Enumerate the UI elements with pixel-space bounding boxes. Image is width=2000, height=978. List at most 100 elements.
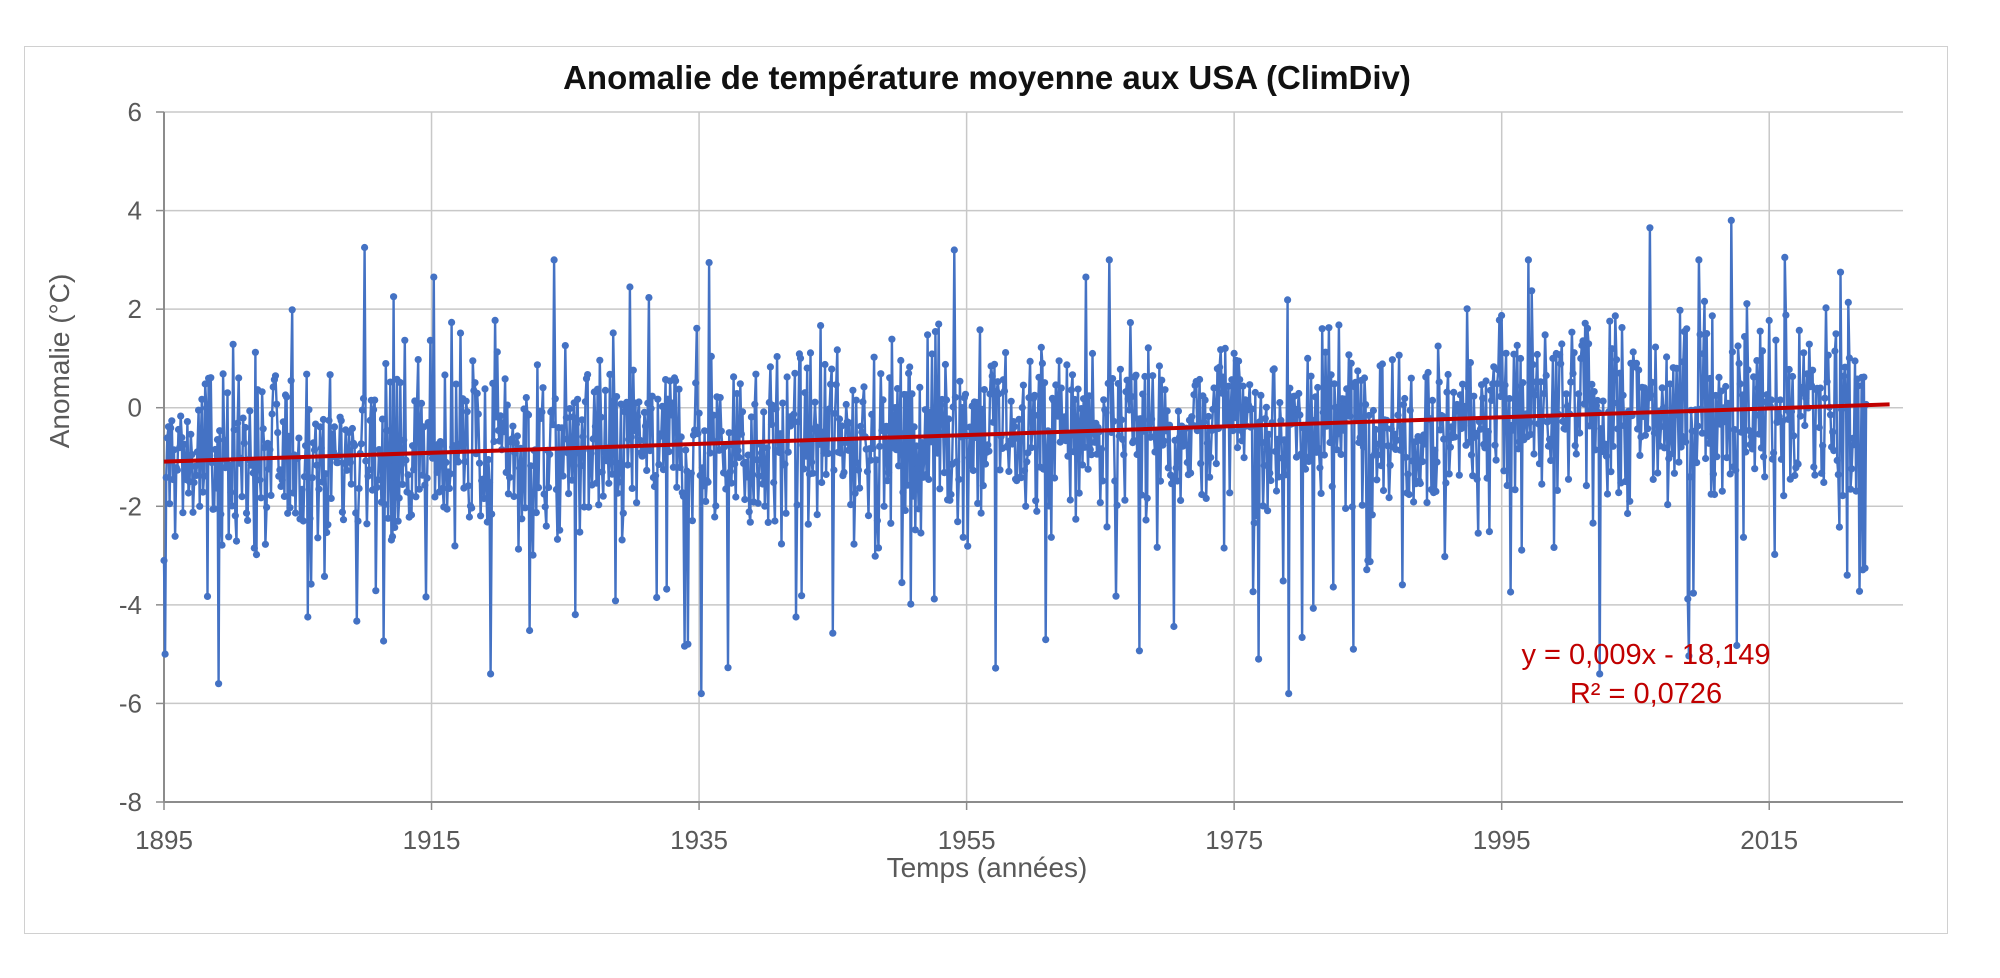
- data-point: [854, 466, 863, 474]
- data-point: [537, 414, 545, 422]
- data-point: [811, 398, 819, 406]
- data-point: [1569, 369, 1577, 378]
- data-point: [519, 479, 527, 487]
- data-point: [1700, 297, 1709, 305]
- data-point: [1736, 380, 1744, 388]
- data-point: [1212, 460, 1220, 468]
- data-point: [851, 489, 859, 497]
- data-point: [1188, 413, 1196, 421]
- data-point: [522, 394, 530, 402]
- data-point: [1816, 384, 1824, 392]
- data-point: [1301, 465, 1310, 473]
- data-point: [1450, 388, 1458, 396]
- data-point: [215, 680, 223, 688]
- data-point: [1076, 422, 1084, 430]
- data-point: [976, 326, 984, 334]
- data-point: [1570, 349, 1578, 357]
- data-point: [228, 502, 236, 510]
- data-point: [1365, 411, 1373, 420]
- data-point: [1556, 351, 1564, 359]
- data-point: [227, 488, 235, 496]
- data-point: [430, 273, 438, 281]
- data-point: [973, 398, 981, 407]
- data-point: [1742, 448, 1750, 456]
- data-point: [784, 448, 792, 456]
- data-point: [1567, 378, 1575, 386]
- data-point: [404, 471, 412, 479]
- data-point: [872, 456, 880, 464]
- data-point: [529, 551, 537, 559]
- data-point: [977, 509, 985, 517]
- data-point: [1461, 402, 1469, 411]
- data-point: [225, 533, 233, 541]
- data-point: [1483, 474, 1491, 482]
- data-point: [1621, 477, 1629, 486]
- data-point: [426, 336, 434, 344]
- data-point: [1840, 372, 1848, 380]
- data-point: [1363, 566, 1371, 574]
- data-point: [1318, 325, 1326, 333]
- data-point: [886, 374, 894, 382]
- data-point: [1258, 438, 1266, 447]
- data-point: [572, 420, 581, 428]
- data-point: [1227, 403, 1235, 411]
- data-point: [840, 468, 848, 476]
- data-point: [463, 408, 471, 416]
- data-point: [322, 470, 330, 478]
- data-point: [1257, 391, 1265, 399]
- data-point: [660, 417, 669, 426]
- data-point: [242, 509, 251, 517]
- data-point: [657, 432, 665, 440]
- data-point: [1168, 480, 1176, 488]
- data-point: [1561, 425, 1569, 433]
- data-point: [1375, 440, 1383, 448]
- data-point: [1093, 450, 1101, 458]
- data-point: [509, 422, 517, 430]
- data-point: [1758, 347, 1767, 355]
- data-point: [734, 446, 742, 455]
- data-point: [1068, 371, 1077, 379]
- data-point: [1141, 372, 1149, 381]
- data-point: [385, 457, 393, 465]
- data-point: [309, 439, 317, 447]
- data-point: [1510, 350, 1518, 358]
- data-point: [300, 473, 309, 481]
- data-point: [1586, 422, 1594, 430]
- data-point: [595, 501, 603, 509]
- data-point: [1149, 372, 1157, 380]
- data-point: [1658, 384, 1666, 392]
- data-point: [1535, 460, 1544, 468]
- data-point: [400, 436, 408, 444]
- data-point: [903, 481, 912, 489]
- data-point: [675, 385, 683, 393]
- data-point: [1833, 456, 1841, 464]
- data-point: [199, 488, 207, 496]
- data-point: [887, 519, 895, 527]
- data-point: [484, 456, 492, 464]
- data-point: [1823, 378, 1831, 386]
- data-point: [1635, 366, 1643, 374]
- data-point: [1496, 392, 1505, 401]
- data-point: [285, 432, 293, 440]
- data-point: [1206, 473, 1214, 481]
- data-point: [1599, 397, 1607, 405]
- data-point: [1498, 311, 1506, 320]
- data-point: [1590, 388, 1598, 396]
- data-point: [1201, 396, 1209, 404]
- trendline-line: [163, 402, 1890, 464]
- data-point: [483, 518, 491, 526]
- data-point: [370, 406, 378, 414]
- data-point: [598, 468, 606, 476]
- data-point: [1704, 432, 1712, 440]
- data-point: [1659, 404, 1667, 412]
- data-point: [946, 496, 954, 504]
- data-point: [1577, 354, 1585, 362]
- data-point: [181, 468, 189, 476]
- data-point: [613, 393, 621, 401]
- data-point: [1379, 486, 1388, 495]
- data-point: [1368, 511, 1376, 519]
- data-point: [1698, 429, 1706, 437]
- data-point: [1830, 447, 1838, 455]
- data-point: [566, 405, 574, 413]
- data-point: [1218, 389, 1226, 397]
